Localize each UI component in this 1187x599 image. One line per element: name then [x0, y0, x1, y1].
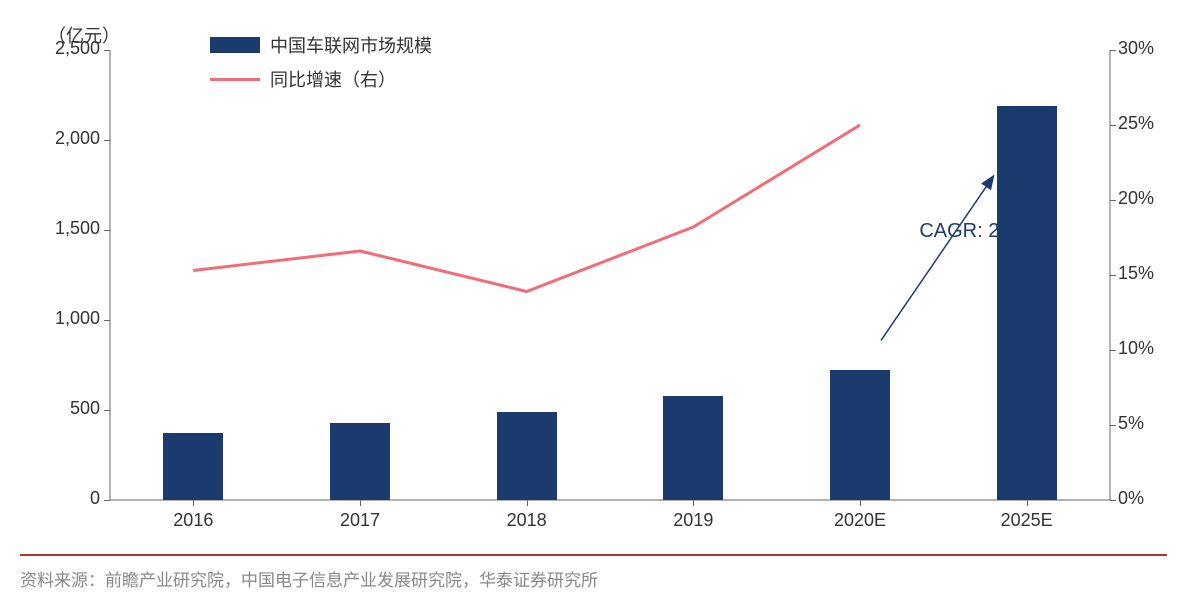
y-left-tick-label: 2,500 [10, 38, 100, 59]
y-right-tick-label: 20% [1118, 188, 1178, 209]
y-right-tickmark [1110, 350, 1116, 351]
y-right-tickmark [1110, 500, 1116, 501]
y-left-tick-label: 1,000 [10, 308, 100, 329]
y-left-tickmark [104, 230, 110, 231]
x-tick-label: 2018 [467, 510, 587, 531]
bar [330, 423, 390, 500]
y-left-tickmark [104, 50, 110, 51]
x-tickmark [360, 500, 361, 506]
y-left-tick-label: 1,500 [10, 218, 100, 239]
y-right-tickmark [1110, 200, 1116, 201]
y-left-tickmark [104, 410, 110, 411]
y-right-tickmark [1110, 50, 1116, 51]
y-right-tick-label: 5% [1118, 413, 1178, 434]
x-tickmark [693, 500, 694, 506]
separator-line [20, 554, 1167, 556]
y-left-tickmark [104, 140, 110, 141]
x-tickmark [193, 500, 194, 506]
bar [163, 433, 223, 500]
x-tick-label: 2016 [133, 510, 253, 531]
y-right-tick-label: 30% [1118, 38, 1178, 59]
y-left-tickmark [104, 500, 110, 501]
y-left-tick-label: 500 [10, 398, 100, 419]
source-text: 资料来源：前瞻产业研究院，中国电子信息产业发展研究院，华泰证券研究所 [20, 566, 598, 591]
bar [663, 396, 723, 500]
y-left-tick-label: 2,000 [10, 128, 100, 149]
x-tick-label: 2025E [967, 510, 1087, 531]
bar [497, 412, 557, 500]
x-tick-label: 2017 [300, 510, 420, 531]
y-right-tick-label: 10% [1118, 338, 1178, 359]
y-left-tick-label: 0 [10, 488, 100, 509]
y-right-tickmark [1110, 425, 1116, 426]
y-right-tickmark [1110, 125, 1116, 126]
bar [830, 370, 890, 500]
x-tickmark [1027, 500, 1028, 506]
x-tickmark [527, 500, 528, 506]
x-tick-label: 2020E [800, 510, 920, 531]
plot-area [110, 50, 1110, 500]
x-tick-label: 2019 [633, 510, 753, 531]
x-tickmark [860, 500, 861, 506]
chart-container: （亿元） 中国车联网市场规模 同比增速（右） CAGR: 25% 资料来源：前瞻… [0, 0, 1187, 599]
y-left-tickmark [104, 320, 110, 321]
y-right-tick-label: 25% [1118, 113, 1178, 134]
bar [997, 106, 1057, 500]
y-right-tick-label: 15% [1118, 263, 1178, 284]
y-right-tickmark [1110, 275, 1116, 276]
y-right-tick-label: 0% [1118, 488, 1178, 509]
